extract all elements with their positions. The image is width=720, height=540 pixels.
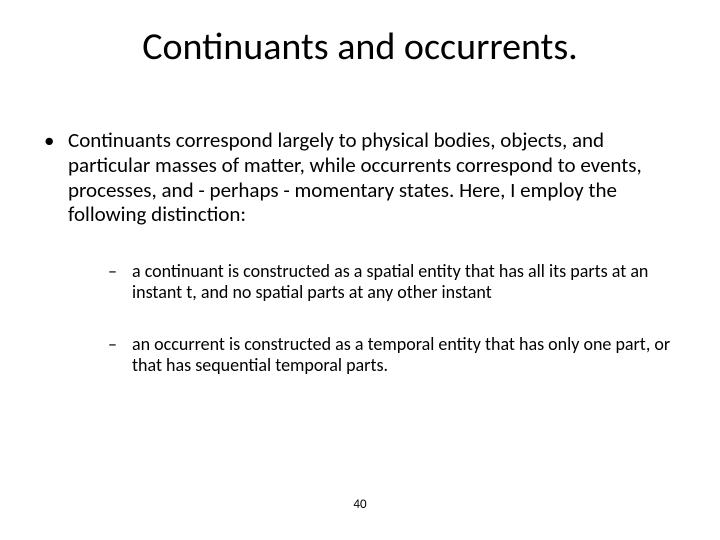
bullet-text: a continuant is constructed as a spatial… (132, 260, 648, 303)
slide-body: Continuants correspond largely to physic… (38, 128, 686, 410)
page-number: 40 (0, 497, 720, 512)
sub-bullet-list: a continuant is constructed as a spatial… (68, 261, 686, 376)
list-item: Continuants correspond largely to physic… (38, 128, 686, 376)
page-title: Continuants and occurrents. (0, 24, 720, 70)
list-item: a continuant is constructed as a spatial… (68, 261, 686, 303)
slide: Continuants and occurrents. Continuants … (0, 0, 720, 540)
bullet-text: Continuants correspond largely to physic… (68, 127, 642, 227)
bullet-text: an occurrent is constructed as a tempora… (132, 333, 670, 376)
bullet-list: Continuants correspond largely to physic… (38, 128, 686, 376)
list-item: an occurrent is constructed as a tempora… (68, 334, 686, 376)
